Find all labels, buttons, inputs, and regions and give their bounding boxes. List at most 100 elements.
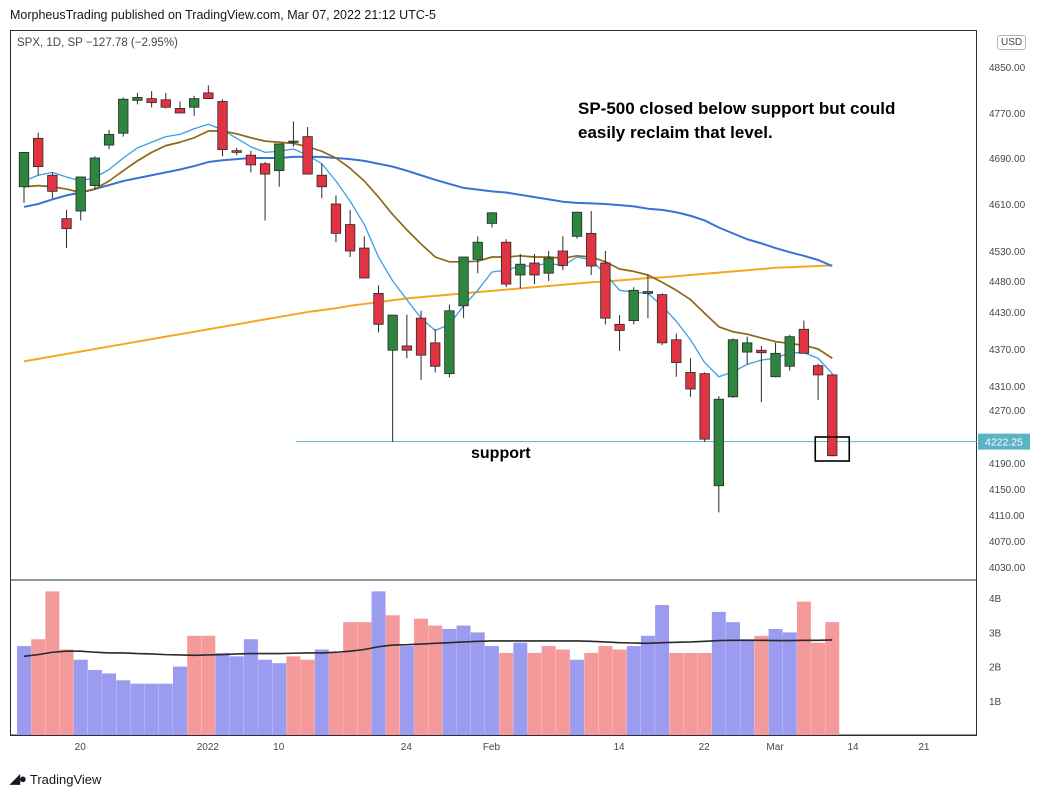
highlight-box [814,436,851,462]
candle-body [387,314,398,351]
chart-annotation: SP-500 closed below support but could ea… [578,97,898,145]
candle-body [713,398,724,487]
volume-tick-label: 1B [989,697,1002,708]
volume-bar [45,591,60,735]
volume-bar [229,656,244,735]
volume-bar [371,591,386,735]
volume-bar [399,646,414,735]
candle-body [557,250,568,266]
volume-bar [655,605,670,735]
volume-bar [570,659,585,735]
candle-body [302,136,313,175]
candle-body [288,140,299,143]
price-tick-label: 4270.00 [989,406,1026,417]
time-tick-label: 2022 [197,742,220,753]
candle-body [160,99,171,108]
candle-body [727,339,739,398]
price-tick-label: 4610.00 [989,200,1026,211]
sma50-line [23,155,833,267]
candle-body [742,342,753,353]
candle-body [685,372,696,390]
candle-body [444,310,455,375]
price-tick-label: 4850.00 [989,63,1026,74]
candle-body [614,323,625,331]
price-tick-label: 4310.00 [989,382,1026,393]
volume-bar [158,683,173,735]
candle-body [770,352,781,378]
volume-bar [527,652,542,735]
price-tick-label: 4150.00 [989,485,1026,496]
ema-fast-line [23,123,833,378]
volume-bar [73,659,88,735]
tradingview-logo-icon: ◢● [10,771,27,786]
volume-bar [782,632,797,735]
time-tick-label: 20 [75,742,87,753]
candle-body [472,241,483,260]
volume-bar [272,663,287,735]
volume-bar [683,652,698,735]
tradingview-brand[interactable]: ◢● TradingView [10,771,101,787]
candle-body [118,98,129,134]
candle-body [18,151,30,188]
candle-body [486,212,498,224]
volume-bar [286,656,301,735]
volume-tick-label: 2B [989,663,1002,674]
candle-body [586,232,597,267]
volume-bar [102,673,117,735]
volume-bar [555,649,570,735]
candle-body [756,349,767,354]
volume-bar [740,639,755,735]
candle-body [656,294,668,344]
last-price-box [978,433,1030,450]
volume-bar [456,625,471,735]
currency-badge[interactable]: USD [997,35,1027,50]
symbol-info: SPX, 1D, SP −127.78 (−2.95%) [17,37,178,49]
volume-bar [243,639,258,735]
volume-bar [541,646,556,735]
candle-body [359,247,370,279]
price-tick-label: 4070.00 [989,537,1026,548]
candle-body [217,101,228,150]
candle-body [330,203,342,234]
time-tick-label: Mar [766,742,784,753]
volume-bar [343,622,358,735]
volume-bar [754,635,769,735]
volume-bar [17,646,31,735]
candle-body [628,289,639,322]
volume-bar [711,611,726,735]
volume-bar [414,618,429,735]
candle-body [458,256,469,307]
candle-body [430,342,441,367]
volume-bar [768,628,783,735]
candle-body [316,174,327,188]
candle-body [132,97,143,101]
volume-bar [697,652,712,735]
candle-body [174,108,186,114]
volume-bar [598,646,613,735]
candle-body [784,336,795,367]
price-tick-label: 4190.00 [989,459,1026,470]
candle-body [259,163,271,175]
volume-bar [215,652,230,735]
candle-body [543,257,554,274]
volume-bar [31,639,46,735]
support-label: support [471,445,531,462]
time-tick-label: 22 [699,742,711,753]
annotation-line-1: SP-500 closed below support but could [578,99,896,118]
candle-body [401,345,413,351]
candle-body [642,291,654,294]
price-tick-label: 4480.00 [989,277,1026,288]
volume-bar [130,683,145,735]
annotation-line-2: easily reclaim that level. [578,123,773,142]
price-tick-label: 4110.00 [989,511,1025,522]
price-tick-label: 4430.00 [989,308,1026,319]
volume-bar [626,646,641,735]
volume-bar [144,683,159,735]
volume-bar [796,601,811,735]
candle-body [500,241,512,285]
price-tick-label: 4770.00 [989,109,1026,120]
volume-bar [428,625,443,735]
publisher-header: MorpheusTrading published on TradingView… [10,8,436,22]
volume-bar [385,615,400,735]
